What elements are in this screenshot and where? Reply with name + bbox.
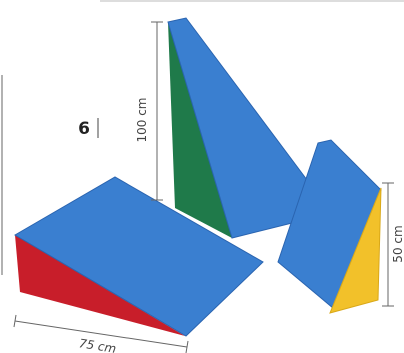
- dimension-lines: [13, 21, 394, 353]
- item-number: 6: [78, 119, 90, 139]
- low-wedge: [14, 176, 264, 337]
- height-large-label: 100 cm: [135, 97, 149, 142]
- height-small-label: 50 cm: [391, 225, 404, 262]
- length-label: 75 cm: [78, 336, 117, 353]
- small-wedge: [277, 139, 382, 314]
